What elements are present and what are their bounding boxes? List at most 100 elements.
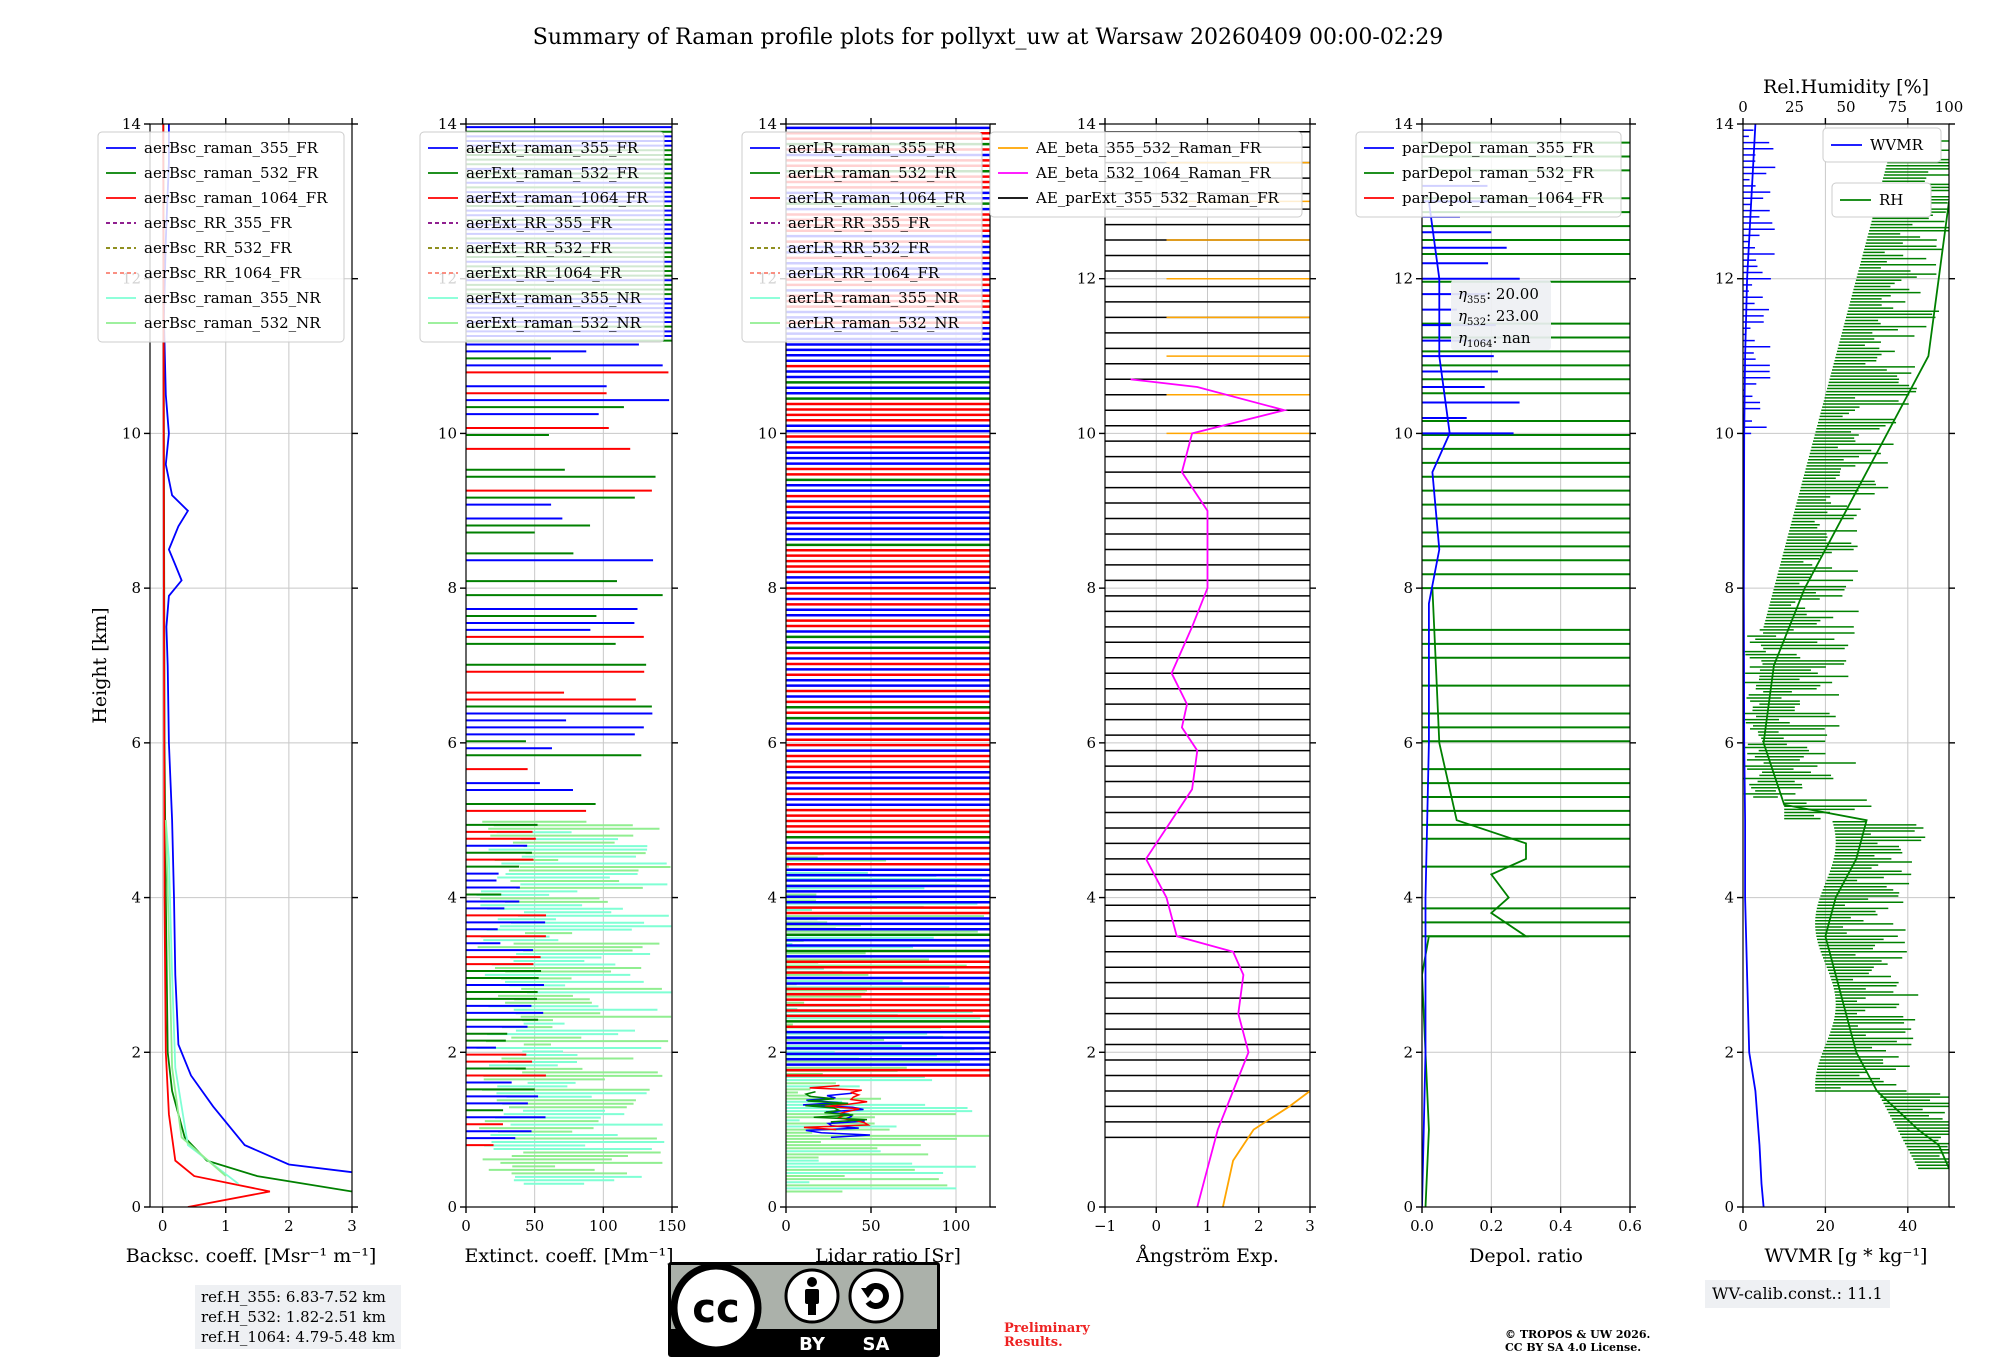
eta-value: η1064: nan bbox=[1458, 329, 1531, 350]
eta-value: η355: 20.00 bbox=[1458, 285, 1539, 306]
legend-label: aerLR_raman_355_FR bbox=[788, 139, 957, 157]
y-tick-label: 8 bbox=[767, 579, 777, 597]
y-tick-label: 4 bbox=[1724, 889, 1734, 907]
x-tick-label: 150 bbox=[658, 1217, 687, 1235]
eta-symbol: η bbox=[1458, 307, 1467, 325]
legend-label: aerBsc_raman_355_NR bbox=[144, 289, 321, 307]
x-axis-label: WVMR [g * kg⁻¹] bbox=[1765, 1245, 1928, 1267]
y-tick-label: 8 bbox=[447, 579, 457, 597]
panel-bsc: 024681012140123Backsc. coeff. [Msr⁻¹ m⁻¹… bbox=[89, 115, 376, 1267]
legend-label: RH bbox=[1879, 191, 1903, 209]
y-tick-label: 6 bbox=[1086, 734, 1096, 752]
x-tick-label: 1 bbox=[1203, 1217, 1213, 1235]
wv-calibration-note: WV-calib.const.: 11.1 bbox=[1705, 1280, 1890, 1308]
x-tick-label: 0 bbox=[781, 1217, 791, 1235]
y-tick-label: 0 bbox=[131, 1198, 141, 1216]
x-tick-label: 50 bbox=[861, 1217, 880, 1235]
legend-label: aerExt_raman_532_NR bbox=[466, 314, 642, 332]
legend-box bbox=[419, 131, 665, 343]
y-tick-label: 14 bbox=[1394, 115, 1413, 133]
legend-label: aerBsc_RR_1064_FR bbox=[144, 264, 302, 282]
legend-label: aerExt_raman_1064_FR bbox=[466, 189, 648, 207]
x-tick-label: 0.6 bbox=[1618, 1217, 1642, 1235]
y-tick-label: 14 bbox=[438, 115, 457, 133]
preliminary-line: Results. bbox=[1004, 1335, 1063, 1350]
share-alike-icon bbox=[848, 1268, 904, 1324]
y-tick-label: 2 bbox=[767, 1043, 777, 1061]
legend-label: aerExt_raman_355_NR bbox=[466, 289, 642, 307]
plot-area bbox=[1105, 124, 1310, 1207]
plot-frame bbox=[1742, 123, 1950, 1208]
eta-number: : 20.00 bbox=[1486, 285, 1539, 303]
eta-symbol: η bbox=[1458, 285, 1467, 303]
legend-box bbox=[741, 131, 983, 343]
eta-sub: 355 bbox=[1467, 295, 1486, 306]
y-tick-label: 4 bbox=[447, 889, 457, 907]
preliminary-line: Preliminary bbox=[1004, 1321, 1090, 1336]
y-tick-label: 6 bbox=[1403, 734, 1413, 752]
y-tick-label: 10 bbox=[1715, 424, 1734, 442]
panels: 024681012140123Backsc. coeff. [Msr⁻¹ m⁻¹… bbox=[89, 76, 1963, 1267]
y-tick-label: 8 bbox=[1724, 579, 1734, 597]
y-tick-label: 10 bbox=[1077, 424, 1096, 442]
note-line: ref.H_1064: 4.79-5.48 km bbox=[201, 1328, 396, 1346]
x-tick-label: 3 bbox=[1305, 1217, 1315, 1235]
x-tick-label: 0.0 bbox=[1410, 1217, 1434, 1235]
cc-text: cc bbox=[692, 1286, 739, 1332]
y-tick-label: 8 bbox=[1403, 579, 1413, 597]
series-line bbox=[164, 820, 227, 1177]
note-line: ref.H_532: 1.82-2.51 km bbox=[201, 1308, 386, 1326]
legend-label: parDepol_raman_532_FR bbox=[1402, 164, 1595, 182]
y-axis-label: Height [km] bbox=[89, 607, 111, 723]
series-line bbox=[1743, 124, 1765, 1207]
x-tick-label: 0.4 bbox=[1549, 1217, 1573, 1235]
legend-box bbox=[97, 131, 345, 343]
note-line: ref.H_355: 6.83-7.52 km bbox=[201, 1288, 386, 1306]
copyright-line: © TROPOS & UW 2026. bbox=[1505, 1328, 1651, 1341]
x-tick-label: 3 bbox=[347, 1217, 357, 1235]
x-tick-label: 0 bbox=[1738, 1217, 1748, 1235]
x-tick-label: 2 bbox=[284, 1217, 294, 1235]
series-line bbox=[162, 124, 271, 1207]
x-axis-label: Extinct. coeff. [Mm⁻¹] bbox=[464, 1245, 673, 1267]
lr-trace bbox=[803, 1084, 871, 1131]
plot-frame bbox=[785, 123, 991, 1208]
legend-label: aerBsc_RR_355_FR bbox=[144, 214, 292, 232]
x-tick-label: 100 bbox=[589, 1217, 618, 1235]
y-tick-label: 4 bbox=[767, 889, 777, 907]
x-tick-label: 0 bbox=[461, 1217, 471, 1235]
note-line: WV-calib.const.: 11.1 bbox=[1712, 1284, 1883, 1303]
x-tick-label: 40 bbox=[1898, 1217, 1917, 1235]
by-text: BY bbox=[799, 1334, 826, 1355]
legend-label: AE_beta_355_532_Raman_FR bbox=[1035, 139, 1262, 157]
legend-box bbox=[1831, 182, 1932, 218]
top-tick-label: 25 bbox=[1785, 98, 1804, 116]
x-tick-label: 0 bbox=[1151, 1217, 1161, 1235]
y-tick-label: 6 bbox=[447, 734, 457, 752]
y-tick-label: 10 bbox=[758, 424, 777, 442]
y-tick-label: 0 bbox=[1086, 1198, 1096, 1216]
legend-label: aerBsc_RR_532_FR bbox=[144, 239, 292, 257]
y-tick-label: 0 bbox=[447, 1198, 457, 1216]
series-line bbox=[1422, 588, 1529, 1207]
x-tick-label: 50 bbox=[525, 1217, 544, 1235]
eta-number: : nan bbox=[1492, 329, 1530, 347]
y-tick-label: 2 bbox=[131, 1043, 141, 1061]
y-tick-label: 4 bbox=[131, 889, 141, 907]
attribution-icon bbox=[784, 1268, 840, 1324]
legend-label: aerBsc_raman_532_FR bbox=[144, 164, 319, 182]
y-tick-label: 8 bbox=[1086, 579, 1096, 597]
eta-number: : 23.00 bbox=[1486, 307, 1539, 325]
legend-label: aerExt_RR_532_FR bbox=[466, 239, 613, 257]
y-tick-label: 8 bbox=[131, 579, 141, 597]
y-tick-label: 6 bbox=[1724, 734, 1734, 752]
figure-title: Summary of Raman profile plots for polly… bbox=[533, 25, 1443, 50]
legend-label: aerBsc_raman_532_NR bbox=[144, 314, 321, 332]
top-tick-label: 100 bbox=[1935, 98, 1964, 116]
top-tick-label: 50 bbox=[1836, 98, 1855, 116]
x-tick-label: 20 bbox=[1816, 1217, 1835, 1235]
legend-label: aerLR_RR_532_FR bbox=[788, 239, 930, 257]
legend-label: aerLR_RR_1064_FR bbox=[788, 264, 940, 282]
y-tick-label: 12 bbox=[1077, 270, 1096, 288]
